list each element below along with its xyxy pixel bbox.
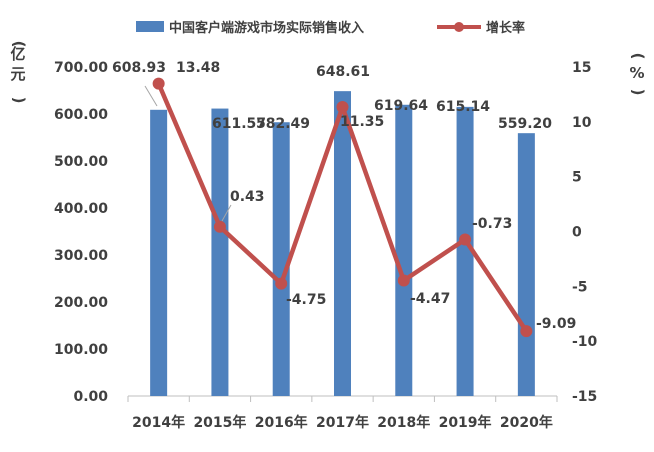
bar (334, 91, 351, 397)
bar (456, 106, 474, 396)
y-right-title-paren-close: ) (629, 89, 647, 96)
bar-value-label: 619.64 (374, 98, 428, 114)
growth-value-label: -4.75 (286, 292, 326, 308)
growth-point (152, 77, 165, 90)
y-right-tick-label: 10 (572, 115, 592, 131)
growth-value-label: -0.73 (472, 216, 512, 232)
x-tick-label: 2019年 (439, 414, 492, 431)
x-tick-label: 2017年 (316, 414, 369, 431)
x-tick-label: 2018年 (377, 414, 430, 431)
legend-line-label: 增长率 (486, 20, 525, 36)
growth-value-label: 0.43 (230, 189, 265, 205)
y-left-title-paren-close: ) (10, 97, 28, 104)
bar-value-label: 559.20 (498, 116, 552, 132)
y-left-tick-label: 100.00 (54, 342, 108, 358)
growth-point (459, 233, 472, 246)
bar-value-label: 648.61 (316, 64, 370, 80)
y-left-tick-label: 0.00 (73, 389, 108, 405)
legend-line-marker (454, 22, 464, 32)
bar-value-label: 608.93 (112, 60, 166, 76)
y-right-tick-label: 15 (572, 60, 591, 76)
y-left-tick-label: 400.00 (54, 201, 108, 217)
bar (517, 133, 535, 396)
growth-value-label: -4.47 (410, 291, 450, 307)
growth-point (275, 277, 288, 290)
x-tick-label: 2014年 (132, 414, 185, 431)
y-right-tick-label: 0 (572, 225, 582, 241)
growth-point (336, 101, 349, 114)
bar-value-label: 611.57 (212, 116, 266, 132)
y-left-title-paren-open: ( (10, 41, 28, 48)
x-tick-label: 2020年 (500, 414, 553, 431)
y-right-tick-label: -10 (572, 334, 598, 350)
y-left-tick-label: 700.00 (54, 60, 108, 76)
y-right-tick-label: -15 (572, 389, 597, 405)
legend-bar-swatch (136, 21, 164, 32)
y-right-title-paren-open: ( (629, 53, 647, 60)
x-tick-label: 2015年 (193, 414, 246, 431)
growth-point (520, 325, 533, 338)
legend-bar-label: 中国客户端游戏市场实际销售收入 (169, 20, 364, 36)
y-left-tick-label: 300.00 (54, 248, 108, 264)
y-left-title: 亿 (10, 45, 25, 63)
growth-value-label: -9.09 (536, 316, 576, 332)
bar-value-label: 582.49 (256, 116, 310, 132)
y-right-tick-label: -5 (572, 279, 588, 295)
x-tick-label: 2016年 (255, 414, 308, 431)
y-left-tick-label: 600.00 (54, 107, 108, 123)
y-right-tick-label: 5 (572, 170, 582, 186)
y-left-tick-label: 500.00 (54, 154, 108, 170)
growth-value-label: 13.48 (176, 60, 220, 76)
y-right-title: % (629, 64, 644, 82)
growth-label-leader-line (221, 204, 232, 222)
growth-point (397, 274, 410, 287)
y-left-tick-label: 200.00 (54, 295, 108, 311)
y-left-title: 元 (10, 65, 25, 83)
growth-value-label: 11.35 (340, 114, 384, 130)
growth-point (213, 220, 226, 233)
bar (395, 104, 413, 397)
bar (150, 109, 168, 396)
bar (272, 122, 290, 396)
bar (211, 108, 229, 396)
bar-label-leader-line (144, 85, 158, 107)
bar-value-label: 615.14 (436, 99, 490, 115)
